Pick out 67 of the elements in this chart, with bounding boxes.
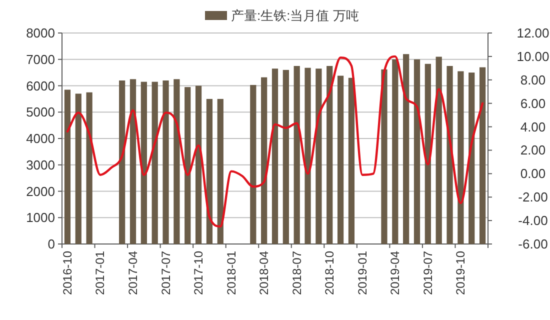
y-tick-label: 3000 [26, 157, 55, 172]
y2-tick-label: 4.00 [520, 119, 546, 134]
legend-label: 产量:生铁:当月值 万吨 [231, 8, 359, 23]
bar [294, 66, 300, 244]
bar [436, 56, 442, 244]
x-tick-label: 2016-10 [60, 250, 74, 296]
bar [446, 66, 453, 244]
bar [424, 64, 431, 244]
bar [337, 76, 344, 244]
bar [326, 66, 333, 244]
bar [458, 71, 464, 244]
bar [348, 78, 355, 244]
x-tick-label: 2019-01 [355, 250, 370, 296]
y-tick-label: 1000 [26, 210, 55, 226]
bar [282, 70, 289, 244]
bar [272, 68, 278, 244]
bar [184, 87, 191, 244]
bar [381, 69, 388, 244]
y2-tick-label: 10.00 [516, 48, 550, 64]
bar [130, 79, 136, 244]
bar [403, 54, 410, 244]
bar [479, 67, 486, 244]
bar [174, 79, 180, 244]
bar [152, 82, 158, 244]
x-tick-label: 2018-01 [224, 250, 238, 296]
bar [75, 94, 82, 244]
bar [468, 72, 475, 244]
bar [206, 98, 213, 244]
y2-tick-label: 8.00 [520, 72, 546, 88]
bar [392, 59, 398, 244]
bar [261, 77, 268, 244]
x-tick-label: 2017-07 [158, 250, 173, 296]
bar [119, 80, 126, 244]
y-tick-label: 4000 [26, 131, 55, 146]
x-tick-label: 2017-10 [192, 250, 206, 296]
bar [195, 86, 202, 244]
y-tick-label: 2000 [26, 184, 55, 199]
y-tick-label: 7000 [26, 52, 55, 67]
x-tick-label: 2018-10 [322, 250, 337, 296]
bar [64, 90, 71, 244]
bar [414, 59, 420, 244]
x-tick-label: 2017-01 [93, 250, 108, 296]
bar [140, 82, 147, 244]
x-tick-label: 2018-04 [257, 250, 272, 296]
y2-tick-label: -6.00 [518, 236, 548, 252]
y2-tick-label: 6.00 [520, 96, 546, 111]
x-tick-label: 2017-04 [126, 250, 140, 296]
y2-tick-label: -4.00 [518, 213, 548, 228]
bar [304, 68, 311, 244]
bar [86, 92, 92, 244]
y-tick-label: 8000 [26, 26, 55, 40]
y-tick-label: 6000 [26, 78, 55, 94]
y2-tick-label: -2.00 [518, 190, 548, 205]
legend: 产量:生铁:当月值 万吨 [205, 8, 359, 23]
y2-tick-label: 12.00 [516, 26, 550, 40]
x-tick-label: 2019-07 [420, 250, 435, 296]
x-tick-label: 2019-10 [454, 250, 468, 296]
y-tick-label: 0 [48, 236, 55, 252]
bar [217, 98, 224, 244]
y2-tick-label: 0.00 [520, 166, 546, 182]
bar [250, 84, 256, 244]
y-tick-label: 5000 [26, 104, 55, 120]
x-tick-label: 2019-04 [388, 250, 402, 296]
bar [162, 80, 169, 244]
y2-tick-label: 2.00 [520, 142, 546, 158]
x-tick-label: 2018-07 [290, 250, 304, 296]
bar [316, 68, 322, 244]
